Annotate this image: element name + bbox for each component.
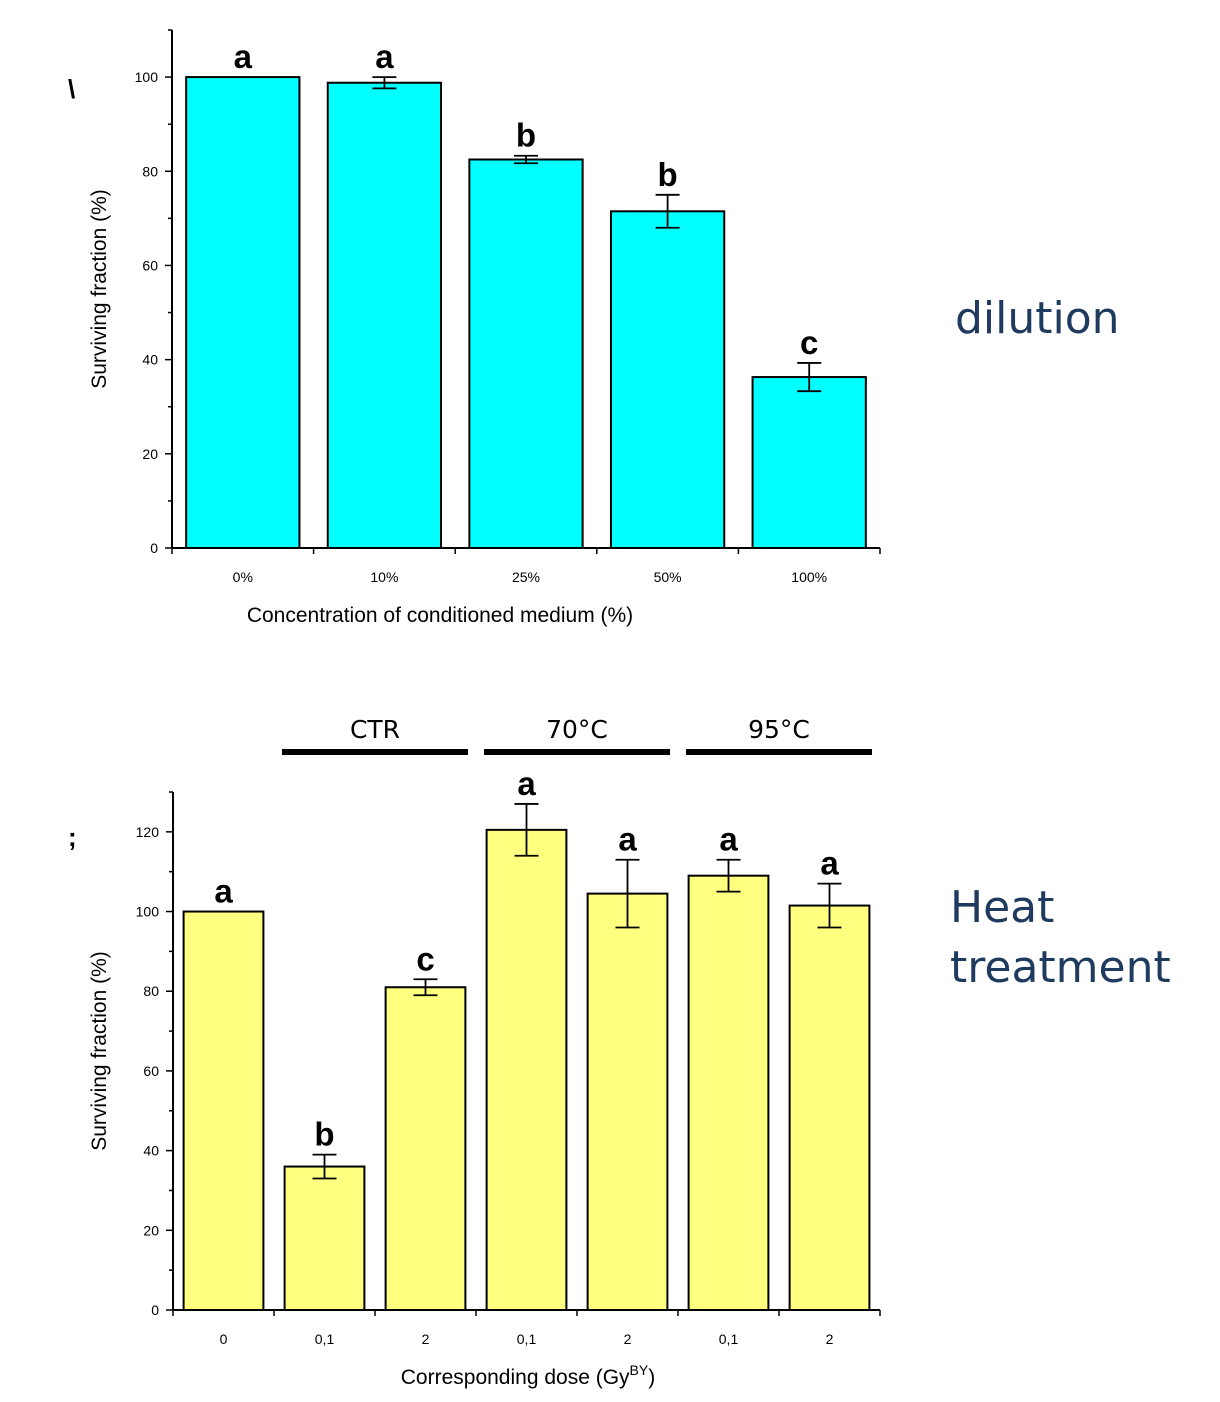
y-tick-label: 40: [142, 352, 158, 368]
bar: [751, 376, 867, 549]
significance-letter: b: [658, 156, 678, 193]
x-tick-label: 50%: [654, 569, 682, 585]
x-tick-label: 10%: [370, 569, 398, 585]
significance-letter: a: [517, 765, 536, 802]
y-axis-label: Surviving fraction (%): [88, 189, 111, 389]
group-label: CTR: [350, 715, 400, 744]
bar: [687, 874, 770, 1312]
bar: [485, 828, 568, 1311]
bar: [185, 76, 301, 549]
heat-treatment-bar-chart: 0 20 40 60 80 100 120 Surviving fraction (%) a 0 b…: [68, 715, 881, 1389]
y-tick-label: 100: [135, 69, 159, 85]
y-axis-label: Surviving fraction (%): [88, 951, 111, 1151]
y-tick-label: 80: [142, 163, 158, 179]
x-axis-label-end: ): [648, 1366, 655, 1389]
x-axis-label-superscript: BY: [630, 1362, 649, 1378]
significance-letter: c: [416, 940, 434, 977]
significance-letter: a: [375, 38, 394, 75]
dilution-label: dilution: [955, 293, 1120, 344]
bar: [788, 904, 871, 1311]
significance-letter: a: [618, 821, 637, 858]
significance-letter: b: [516, 117, 536, 154]
bar: [609, 210, 726, 550]
group-label: 70°C: [546, 715, 608, 744]
x-axis-label: Corresponding dose (GyBY): [401, 1362, 655, 1389]
y-tick-label: 0: [150, 540, 158, 556]
bar: [283, 1165, 366, 1311]
bar: [182, 910, 265, 1311]
x-tick-label: 0%: [233, 569, 253, 585]
heat-label-line1: Heat: [950, 882, 1055, 933]
bar: [468, 158, 584, 549]
significance-letter: a: [820, 845, 839, 882]
significance-letter: a: [719, 821, 738, 858]
x-tick-label: 2: [624, 1331, 632, 1347]
x-tick-label: 2: [826, 1331, 834, 1347]
x-tick-label: 0,1: [719, 1331, 739, 1347]
bar: [586, 892, 669, 1311]
heat-label-line2: treatment: [950, 942, 1171, 993]
y-tick-label: 0: [151, 1302, 159, 1318]
panel-letter-fragment: \: [68, 74, 75, 104]
bar: [326, 81, 443, 549]
y-tick-label: 60: [143, 1063, 159, 1079]
x-tick-label: 0,1: [517, 1331, 537, 1347]
y-tick-label: 60: [142, 257, 158, 273]
x-axis-label: Concentration of conditioned medium (%): [247, 604, 633, 627]
y-tick-label: 100: [136, 904, 160, 920]
y-tick-label: 20: [142, 446, 158, 462]
x-axis-label-main: Corresponding dose (Gy: [401, 1366, 630, 1389]
significance-letter: a: [234, 38, 253, 75]
y-tick-label: 120: [136, 824, 160, 840]
y-tick-label: 20: [143, 1222, 159, 1238]
x-tick-label: 2: [422, 1331, 430, 1347]
significance-letter: a: [214, 873, 233, 910]
x-tick-label: 0: [220, 1331, 228, 1347]
x-tick-label: 100%: [791, 569, 827, 585]
significance-letter: b: [314, 1116, 334, 1153]
bar: [384, 986, 467, 1311]
panel-letter-fragment: ;: [68, 822, 77, 852]
group-label: 95°C: [748, 715, 810, 744]
x-tick-label: 0,1: [315, 1331, 335, 1347]
significance-letter: c: [800, 324, 818, 361]
y-tick-label: 80: [143, 983, 159, 999]
dilution-bar-chart: 0 20 40 60 80 100 Surviving fraction (%) a 0% a 10…: [68, 29, 881, 627]
x-tick-label: 25%: [512, 569, 540, 585]
y-tick-label: 40: [143, 1143, 159, 1159]
